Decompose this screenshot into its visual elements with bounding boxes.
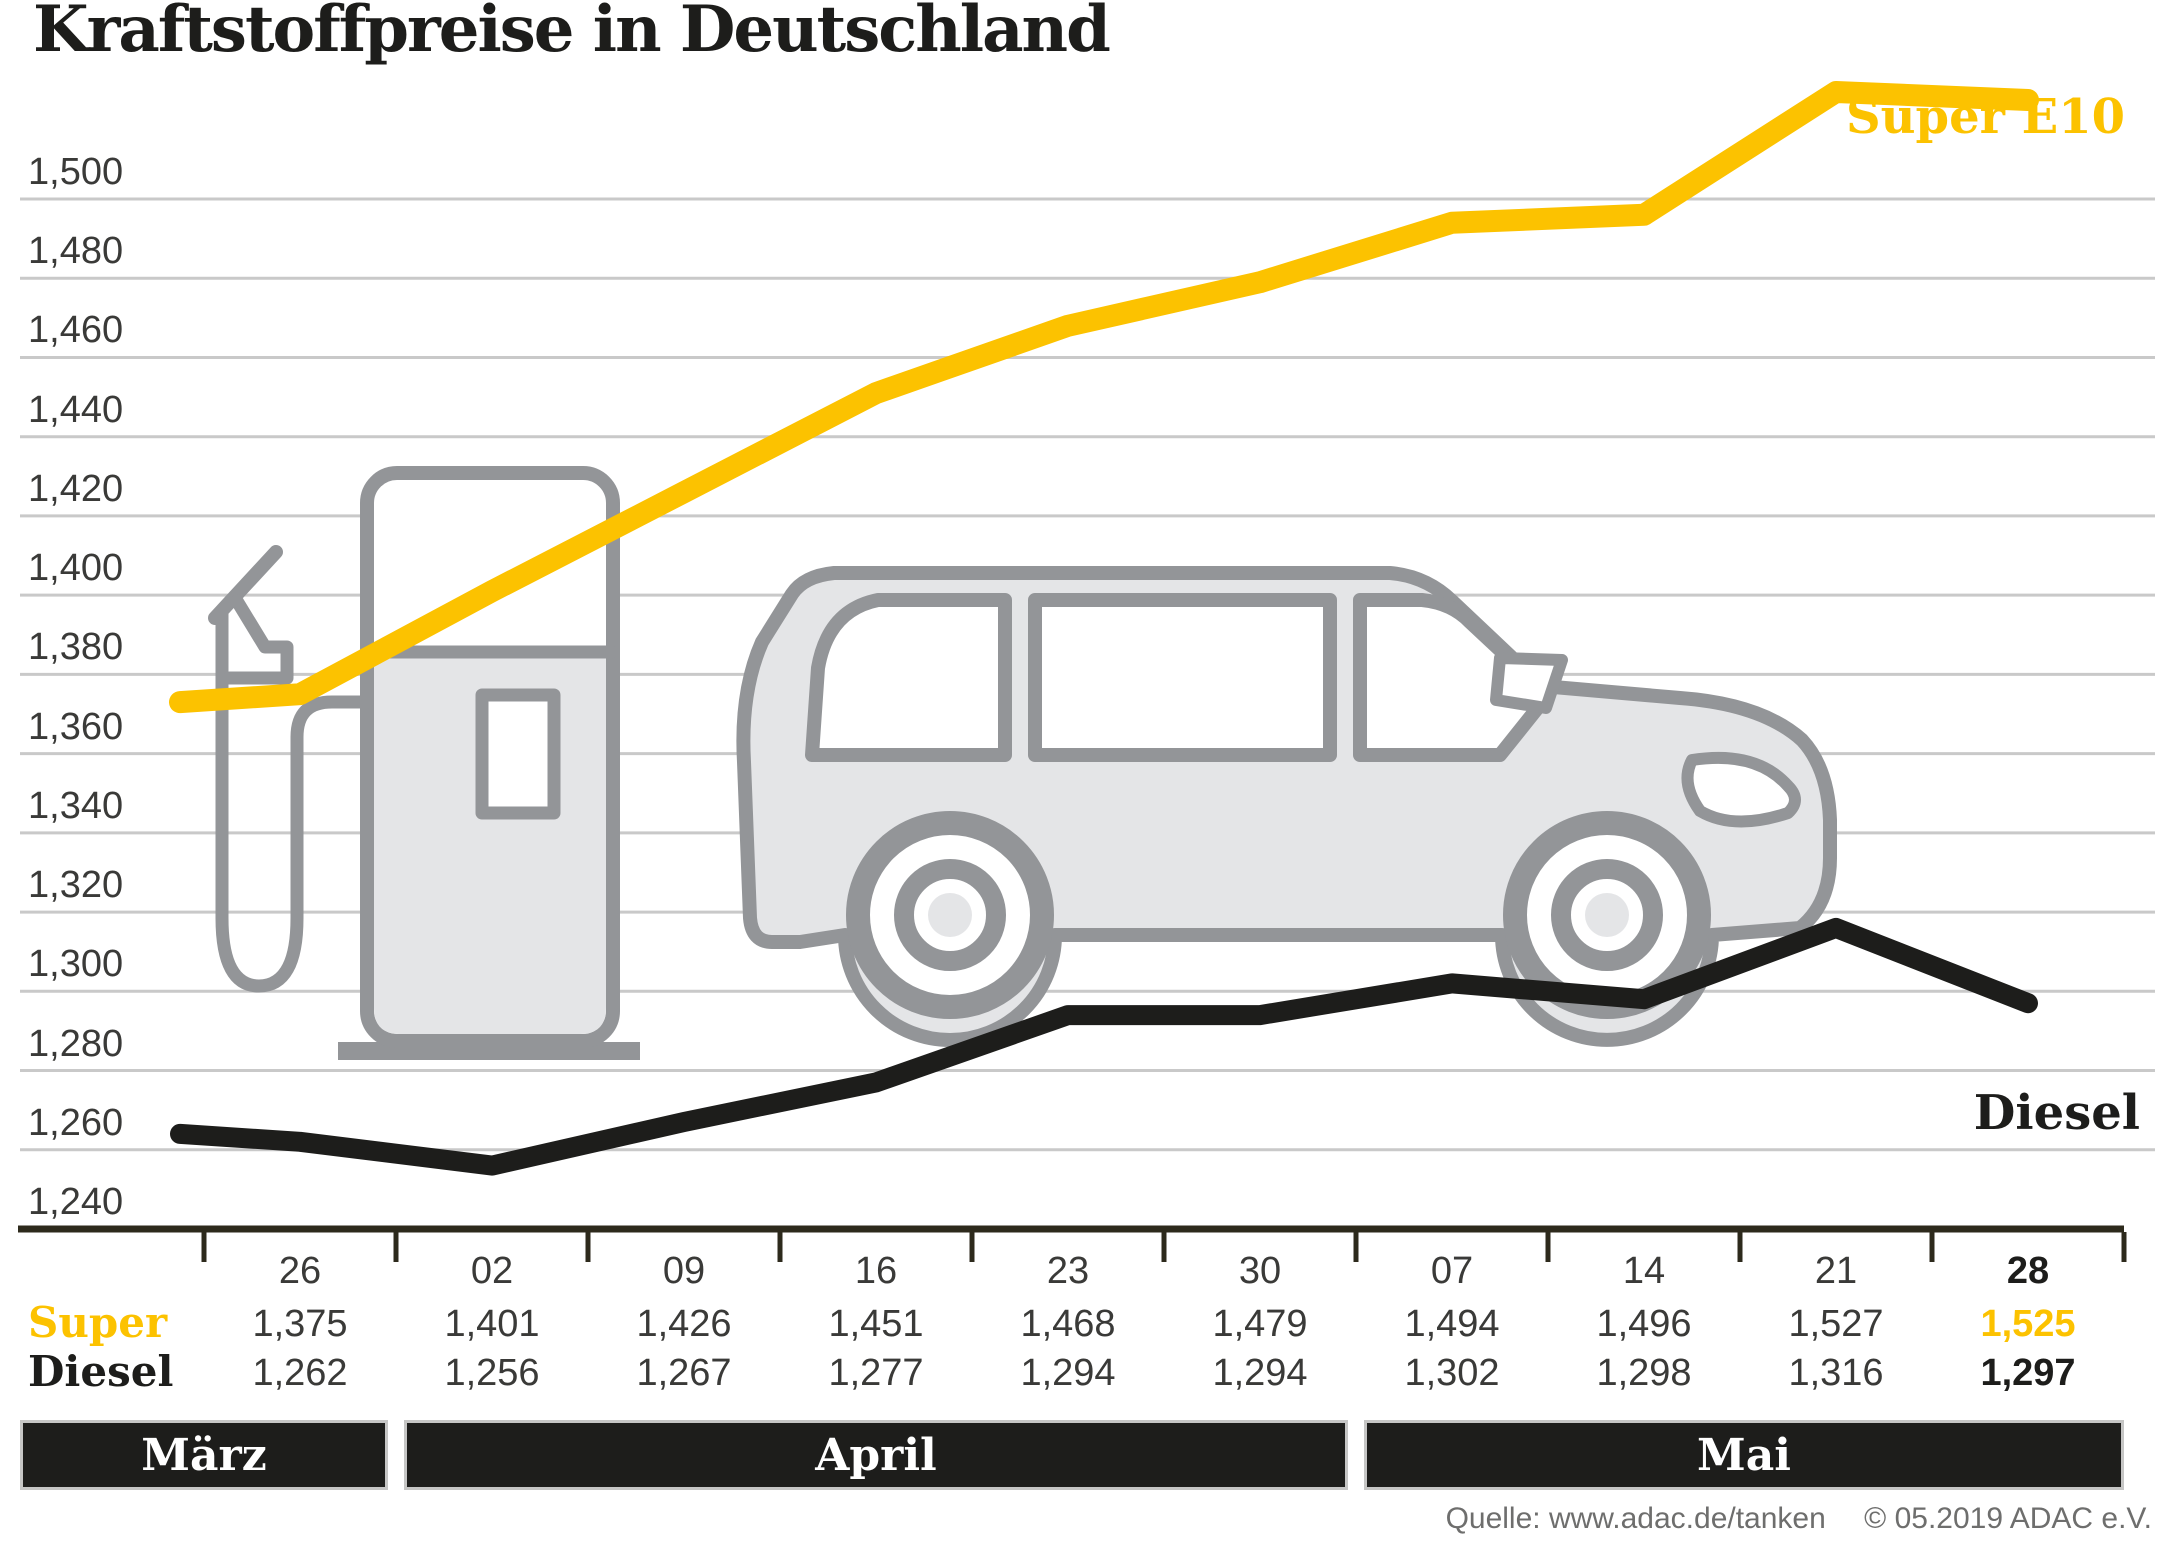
pump-nozzle-grip: [222, 594, 294, 685]
table-value-diesel-02: 1,256: [444, 1352, 540, 1394]
pump-hose: [215, 605, 374, 993]
date-label-14: 14: [1622, 1250, 1666, 1292]
table-value-diesel-07: 1,302: [1404, 1352, 1500, 1394]
table-value-super-28: 1,525: [1980, 1303, 2076, 1345]
month-band-label: März: [141, 1429, 267, 1481]
y-axis-label-1420: 1,420: [28, 467, 124, 510]
month-band-label: Mai: [1697, 1429, 1791, 1481]
y-axis-label-1500: 1,500: [28, 151, 124, 193]
y-axis-label-1480: 1,480: [28, 230, 124, 273]
car-front-wheel: [1503, 811, 1711, 1019]
table-value-diesel-21: 1,316: [1788, 1352, 1884, 1394]
y-axis-label-1440: 1,440: [28, 388, 124, 431]
y-axis-label-1360: 1,360: [28, 705, 124, 748]
fuel-pump-illustration: [208, 466, 640, 1060]
table-value-diesel-28: 1,297: [1980, 1352, 2076, 1394]
table-value-super-02: 1,401: [444, 1303, 540, 1345]
y-axis-label-1280: 1,280: [28, 1022, 124, 1065]
pump-screen: [475, 688, 561, 820]
date-label-16: 16: [854, 1250, 898, 1292]
table-value-diesel-14: 1,298: [1596, 1352, 1692, 1394]
table-row-label-super: Super: [28, 1298, 168, 1347]
car-windshield-window: [1353, 593, 1555, 762]
car-middle-window: [1028, 593, 1337, 762]
source-label: Quelle: www.adac.de/tanken: [1445, 1502, 1826, 1535]
date-label-26: 26: [278, 1250, 322, 1292]
car-rear-window: [805, 593, 1012, 762]
table-value-super-16: 1,451: [828, 1303, 924, 1345]
table-value-diesel-26: 1,262: [252, 1352, 348, 1394]
date-label-09: 09: [662, 1250, 706, 1292]
table-value-super-26: 1,375: [252, 1303, 348, 1345]
super-e10-line: [169, 81, 2039, 714]
table-value-super-21: 1,527: [1788, 1303, 1884, 1345]
table-value-diesel-09: 1,267: [636, 1352, 732, 1394]
table-value-super-30: 1,479: [1212, 1303, 1308, 1345]
month-band-label: April: [815, 1429, 937, 1481]
table-value-super-09: 1,426: [636, 1303, 732, 1345]
y-axis-label-1400: 1,400: [28, 547, 124, 590]
source-line: Quelle: www.adac.de/tanken © 05.2019 ADA…: [1446, 1502, 2152, 1536]
date-label-21: 21: [1814, 1250, 1858, 1292]
month-band-april: April: [404, 1420, 1348, 1490]
y-axis-label-1260: 1,260: [28, 1101, 124, 1144]
super-e10-line-label: Super E10: [1845, 89, 2125, 145]
date-label-23: 23: [1046, 1250, 1090, 1292]
date-label-02: 02: [470, 1250, 514, 1292]
diesel-line: [170, 917, 2038, 1176]
date-label-28: 28: [2006, 1250, 2050, 1292]
table-value-diesel-16: 1,277: [828, 1352, 924, 1394]
y-axis-label-1300: 1,300: [28, 943, 124, 986]
car-headlight: [1681, 751, 1801, 828]
table-row-label-diesel: Diesel: [28, 1347, 174, 1396]
month-band-mai: Mai: [1364, 1420, 2124, 1490]
table-value-super-14: 1,496: [1596, 1303, 1692, 1345]
price-lines: [169, 81, 2039, 1176]
car-rear-wheel: [846, 811, 1054, 1019]
source-copyright: © 05.2019 ADAC e.V.: [1864, 1502, 2152, 1535]
table-value-diesel-30: 1,294: [1212, 1352, 1308, 1394]
page-title: Kraftstoffpreise in Deutschland: [33, 0, 1111, 67]
table-value-super-23: 1,468: [1020, 1303, 1116, 1345]
table-value-diesel-23: 1,294: [1020, 1352, 1116, 1394]
y-axis-label-1380: 1,380: [28, 626, 124, 669]
y-axis-label-1320: 1,320: [28, 864, 124, 907]
diesel-line-label: Diesel: [1973, 1085, 2140, 1141]
car-illustration: [736, 566, 1837, 1047]
car-mirror: [1490, 652, 1568, 714]
pump-nozzle-spout: [208, 545, 283, 625]
table-value-super-07: 1,494: [1404, 1303, 1500, 1345]
y-axis-label-1240: 1,240: [28, 1181, 124, 1223]
date-label-30: 30: [1238, 1250, 1282, 1292]
y-axis-label-1460: 1,460: [28, 309, 124, 352]
y-axis-label-1340: 1,340: [28, 784, 124, 827]
month-band-märz: März: [20, 1420, 388, 1490]
date-label-07: 07: [1430, 1250, 1474, 1292]
x-axis: [18, 1225, 2127, 1262]
